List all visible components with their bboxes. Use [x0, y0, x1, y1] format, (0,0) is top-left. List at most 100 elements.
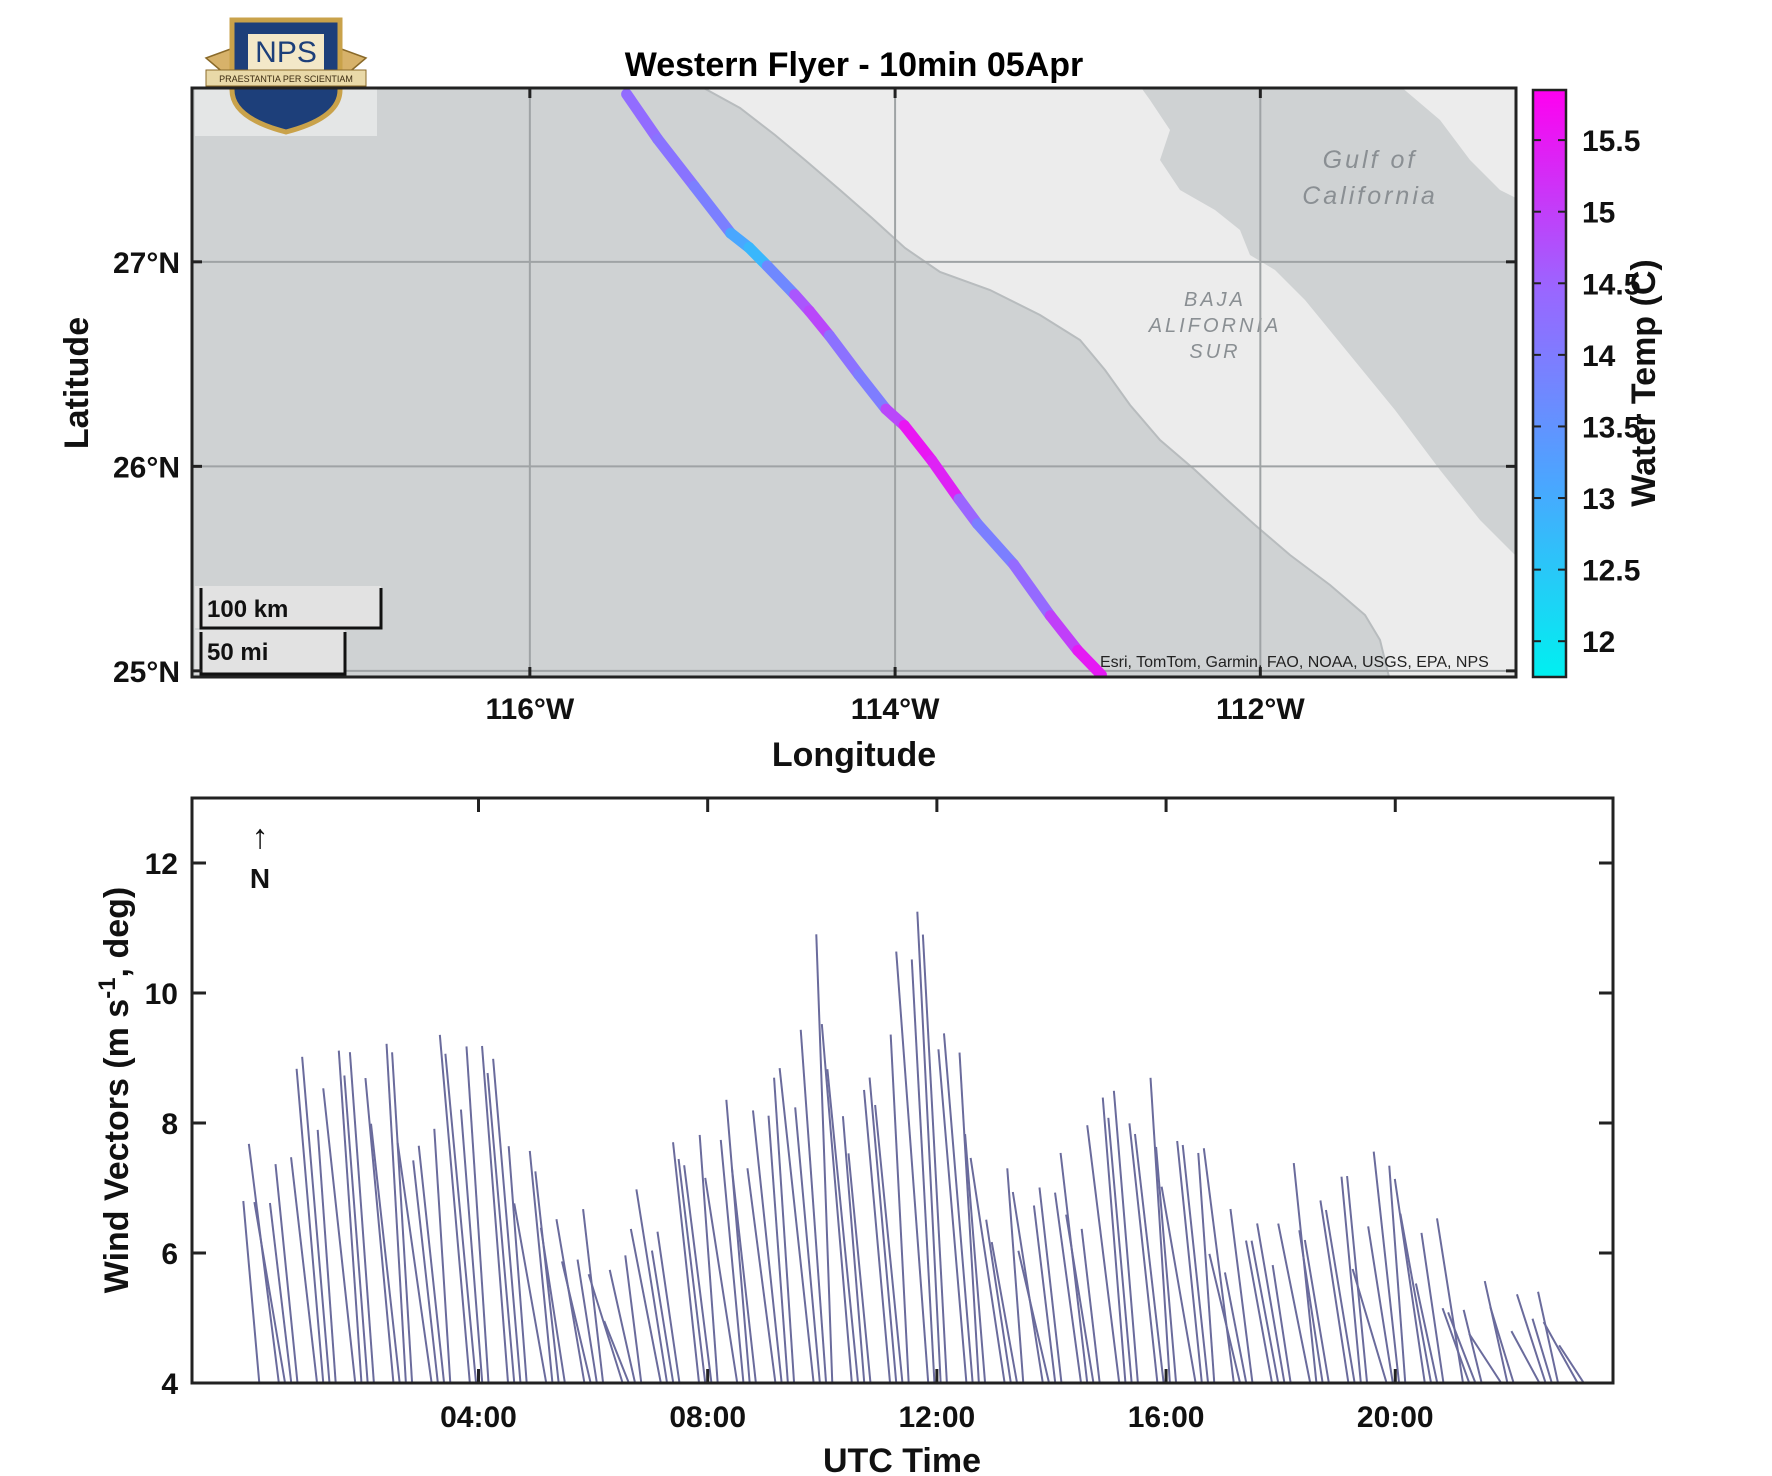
- wind-vector: [1388, 1165, 1407, 1383]
- wind-vector: [481, 1045, 510, 1383]
- track-segment: [823, 329, 865, 380]
- wind-vector: [650, 1250, 675, 1383]
- wind-vector: [1197, 1152, 1216, 1383]
- wind-vector: [746, 1168, 777, 1383]
- wind-vector: [1399, 1213, 1433, 1383]
- wind-y-axis-label: Wind Vectors (m s-1, deg): [94, 887, 137, 1293]
- wind-vector: [1160, 1186, 1197, 1383]
- wind-x-tick-label: 04:00: [440, 1401, 517, 1434]
- wind-vector: [268, 1202, 293, 1383]
- wind-x-tick-label: 08:00: [669, 1401, 746, 1434]
- wind-vector: [799, 1029, 828, 1383]
- scale-bar: 100 km 50 mi: [195, 586, 383, 676]
- wind-vector: [295, 1068, 325, 1383]
- colorbar-tick-label: 12.5: [1582, 555, 1640, 588]
- wind-vector: [1372, 1151, 1401, 1383]
- wind-vector: [1298, 1230, 1324, 1383]
- wind-vector: [773, 1077, 796, 1383]
- wind-vector: [1054, 1192, 1083, 1383]
- wind-x-tick-label: 16:00: [1128, 1401, 1205, 1434]
- map-panel: Gulf of California BAJA ALIFORNIA SUR NP…: [58, 17, 1663, 774]
- scale-bar-mi-label: 50 mi: [207, 639, 268, 666]
- wind-vector: [576, 1259, 598, 1383]
- track-segment: [926, 454, 965, 505]
- track-segment: [688, 180, 737, 239]
- wind-vector: [1303, 1239, 1330, 1383]
- wind-vector: [725, 1099, 751, 1383]
- map-y-tick-label: 25°N: [113, 656, 180, 689]
- wind-panel: 04:00 08:00 12:00 16:00 20:00 4 6 8 10 12 ↑ N UTC…: [94, 796, 1615, 1476]
- wind-vector: [417, 1145, 446, 1383]
- wind-vector: [1271, 1264, 1292, 1383]
- wind-vectors: [242, 911, 1585, 1383]
- nps-logo: NPS PRAESTANTIA PER SCIENTIAM: [195, 17, 377, 136]
- colorbar-tick-label: 15.5: [1582, 125, 1640, 158]
- wind-vector: [1181, 1144, 1210, 1383]
- wind-vector: [1489, 1306, 1515, 1383]
- wind-x-axis-label: UTC Time: [823, 1442, 981, 1476]
- scale-bar-mi-line: [199, 632, 347, 676]
- wind-vector: [719, 1139, 745, 1383]
- wind-vector: [242, 1200, 261, 1383]
- track-segment: [1044, 610, 1084, 656]
- map-x-tick-label: 114°W: [851, 693, 940, 726]
- wind-vector: [1101, 1097, 1127, 1383]
- colorbar-tick-label: 14.5: [1582, 268, 1640, 301]
- wind-vector: [301, 1056, 331, 1383]
- place-label-gulf-line1: Gulf of: [1323, 146, 1418, 174]
- wind-vector: [1351, 1268, 1388, 1383]
- wind-vector: [1441, 1307, 1471, 1383]
- wind-vector: [910, 959, 936, 1383]
- wind-vector: [1229, 1208, 1254, 1383]
- wind-vector: [1107, 1117, 1133, 1383]
- logo-motto: PRAESTANTIA PER SCIENTIAM: [219, 74, 353, 84]
- track-segment: [1072, 644, 1107, 677]
- wind-vector: [290, 1157, 319, 1383]
- wind-vector: [444, 1053, 478, 1383]
- wind-vector: [698, 1134, 719, 1383]
- track-segment: [898, 419, 938, 466]
- wind-vector: [958, 1052, 980, 1383]
- wind-vector: [1038, 1187, 1063, 1383]
- colorbar-tick-label: 13.5: [1582, 411, 1640, 444]
- wind-vector: [412, 1160, 439, 1383]
- wind-vector: [1324, 1209, 1356, 1383]
- land-baja-peninsula: [703, 88, 1516, 677]
- wind-vector: [1516, 1294, 1547, 1383]
- track-segment: [761, 260, 801, 301]
- track-segment: [853, 368, 892, 415]
- wind-vector: [985, 1219, 1012, 1383]
- wind-vector: [1128, 1123, 1159, 1383]
- wind-vector: [1537, 1291, 1560, 1383]
- wind-vector: [1319, 1200, 1350, 1383]
- wind-vector: [1155, 1146, 1178, 1383]
- wind-vector: [778, 1068, 815, 1383]
- map-y-axis-label: Latitude: [58, 317, 96, 449]
- wind-vector: [841, 1116, 866, 1383]
- scale-bar-km-line: [199, 588, 383, 630]
- track-segment: [621, 88, 664, 145]
- wind-x-tick-label: 12:00: [899, 1401, 976, 1434]
- coastline: [701, 88, 1391, 677]
- wind-vector: [942, 1033, 974, 1383]
- scale-bar-km-label: 100 km: [207, 596, 288, 623]
- wind-vector: [1420, 1232, 1445, 1383]
- wind-vector: [316, 1129, 337, 1383]
- ship-track: [621, 88, 1107, 677]
- wind-vector: [433, 1128, 452, 1383]
- wind-vector: [1006, 1168, 1025, 1383]
- wind-vector: [396, 1142, 433, 1383]
- wind-vector: [1208, 1253, 1242, 1383]
- wind-vector: [1202, 1148, 1235, 1383]
- wind-vector: [513, 1203, 548, 1383]
- wind-vector: [969, 1157, 1006, 1383]
- track-segment: [1008, 559, 1056, 622]
- wind-vector: [534, 1171, 560, 1383]
- wind-vector: [990, 1241, 1019, 1383]
- place-label-baja-line3: SUR: [1189, 341, 1240, 363]
- wind-y-tick-label: 12: [145, 848, 178, 881]
- wind-vector: [528, 1150, 554, 1383]
- wind-vector: [964, 1134, 987, 1383]
- wind-vector: [1367, 1226, 1394, 1383]
- wind-vector: [1447, 1312, 1477, 1383]
